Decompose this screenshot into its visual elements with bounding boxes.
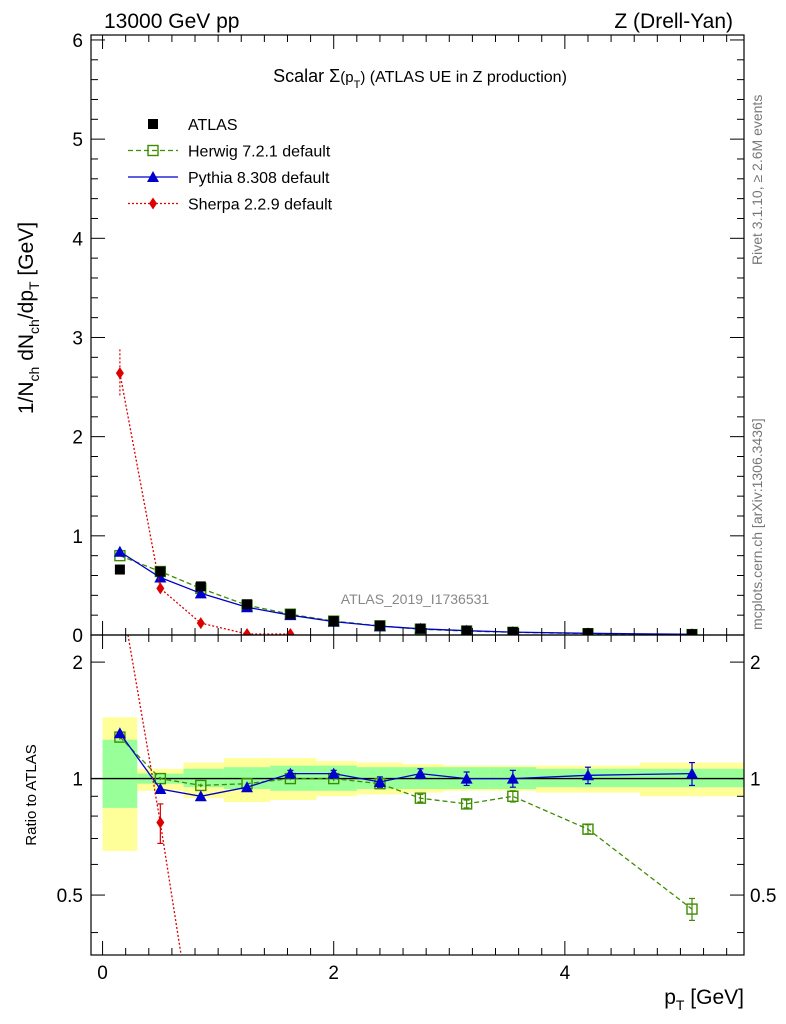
series-sherpa (115, 349, 295, 635)
ratio-point-pythia (506, 772, 519, 784)
legend-marker (147, 171, 159, 182)
y-tick-label: 5 (72, 130, 83, 151)
ratio-point-herwig (460, 798, 473, 810)
legend-label: ATLAS (188, 117, 238, 134)
ratio-y-tick-label-right: 1 (750, 770, 761, 791)
x-tick-label: 4 (560, 963, 571, 984)
uncertainty-band-green (102, 739, 138, 808)
legend-label: Herwig 7.2.1 default (188, 144, 331, 161)
ratio-line-herwig (119, 736, 693, 910)
y-tick-label: 3 (72, 328, 83, 349)
data-point-sherpa (156, 582, 165, 595)
collision-label: 13000 GeV pp (104, 10, 239, 33)
y-tick-label: 4 (72, 229, 83, 250)
legend-entry: Herwig 7.2.1 default (128, 144, 331, 161)
ratio-point-pythia (154, 782, 167, 794)
ratio-point-pythia (284, 767, 297, 779)
legend-marker (147, 144, 159, 157)
ratio-point-herwig (582, 823, 594, 835)
data-point-sherpa (243, 628, 252, 635)
main-y-axis-label: 1/Nch dNch/dpT [GeV] (15, 222, 42, 414)
x-tick-label: 2 (328, 963, 339, 984)
ratio-point-herwig (414, 792, 427, 804)
main-plot-area (113, 349, 698, 635)
ratio-series-pythia (113, 727, 698, 802)
data-point-data (285, 609, 296, 620)
y-tick-label: 0 (72, 626, 83, 647)
ratio-point-pythia (113, 727, 126, 739)
data-point-data (507, 627, 518, 635)
legend-marker (149, 197, 157, 210)
data-point-data (195, 581, 206, 592)
ratio-y-tick-label: 2 (72, 653, 83, 674)
legend: ATLAS Herwig 7.2.1 default Pythia 8.308 de… (128, 117, 333, 214)
ratio-series-herwig (114, 731, 698, 922)
legend-entry: Pythia 8.308 default (128, 170, 330, 187)
data-point-data (114, 564, 125, 575)
data-point-data (242, 599, 253, 610)
ratio-y-axis-label: Ratio to ATLAS (23, 744, 40, 845)
ratio-plot-area (91, 635, 744, 955)
data-point-sherpa (286, 628, 295, 635)
ratio-axes: 0.5 0.5 1 1 2 2 0 2 4 (57, 635, 776, 984)
ratio-series-sherpa (127, 635, 182, 955)
main-panel: 0 1 2 3 4 5 6 Scalar Σ(pT) (ATLAS UE in Z prod… (15, 31, 745, 647)
data-point-pythia (113, 545, 126, 557)
data-point-data (686, 629, 697, 635)
y-tick-label: 6 (72, 31, 83, 52)
ratio-point-pythia (241, 781, 254, 793)
ratio-point-pythia (373, 775, 386, 787)
ratio-point-pythia (327, 767, 340, 779)
chart-title: Scalar Σ(pT) (ATLAS UE in Z production) (273, 66, 567, 91)
rivet-label: Rivet 3.1.10, ≥ 2.6M events (749, 95, 765, 265)
ratio-y-tick-label-right: 0.5 (750, 886, 776, 907)
series-line-pythia (119, 551, 693, 635)
ratio-point-herwig (507, 790, 519, 802)
ratio-y-tick-label: 1 (72, 770, 83, 791)
y-tick-label: 1 (72, 527, 83, 548)
ratio-point-pythia (194, 790, 207, 802)
legend-entry: Sherpa 2.2.9 default (128, 197, 333, 214)
data-point-pythia (194, 587, 207, 599)
data-point-sherpa (115, 367, 124, 380)
ratio-point-pythia (581, 769, 594, 781)
legend-entry: ATLAS (148, 117, 238, 134)
ratio-y-tick-label: 0.5 (57, 886, 83, 907)
ratio-point-sherpa (156, 816, 165, 829)
legend-label: Pythia 8.308 default (188, 170, 330, 187)
x-axis-label: pT [GeV] (664, 986, 744, 1013)
analysis-watermark: ATLAS_2019_I1736531 (341, 591, 490, 607)
ratio-point-pythia (685, 767, 698, 779)
main-axes: 0 1 2 3 4 5 6 (72, 31, 744, 647)
ratio-point-herwig (686, 903, 698, 915)
data-point-pythia (154, 571, 167, 583)
ratio-y-tick-label-right: 2 (750, 653, 761, 674)
data-point-sherpa (196, 617, 205, 630)
ratio-point-pythia (414, 767, 427, 779)
ratio-point-pythia (460, 772, 473, 784)
data-point-data (415, 623, 426, 634)
process-label: Z (Drell-Yan) (614, 10, 733, 33)
x-tick-label: 0 (97, 963, 108, 984)
source-label: mcplots.cern.ch [arXiv:1306.3436] (749, 418, 765, 630)
data-point-data (461, 625, 472, 635)
ratio-line-pythia (119, 732, 693, 797)
ratio-panel: 0.5 0.5 1 1 2 2 0 2 4 Ratio to ATLAS pT [GeV] (23, 634, 776, 1013)
y-tick-label: 2 (72, 428, 83, 449)
data-point-data (374, 620, 385, 631)
legend-marker (148, 119, 158, 129)
ratio-frame (90, 634, 745, 956)
data-point-data (155, 566, 166, 577)
legend-label: Sherpa 2.2.9 default (188, 197, 333, 214)
